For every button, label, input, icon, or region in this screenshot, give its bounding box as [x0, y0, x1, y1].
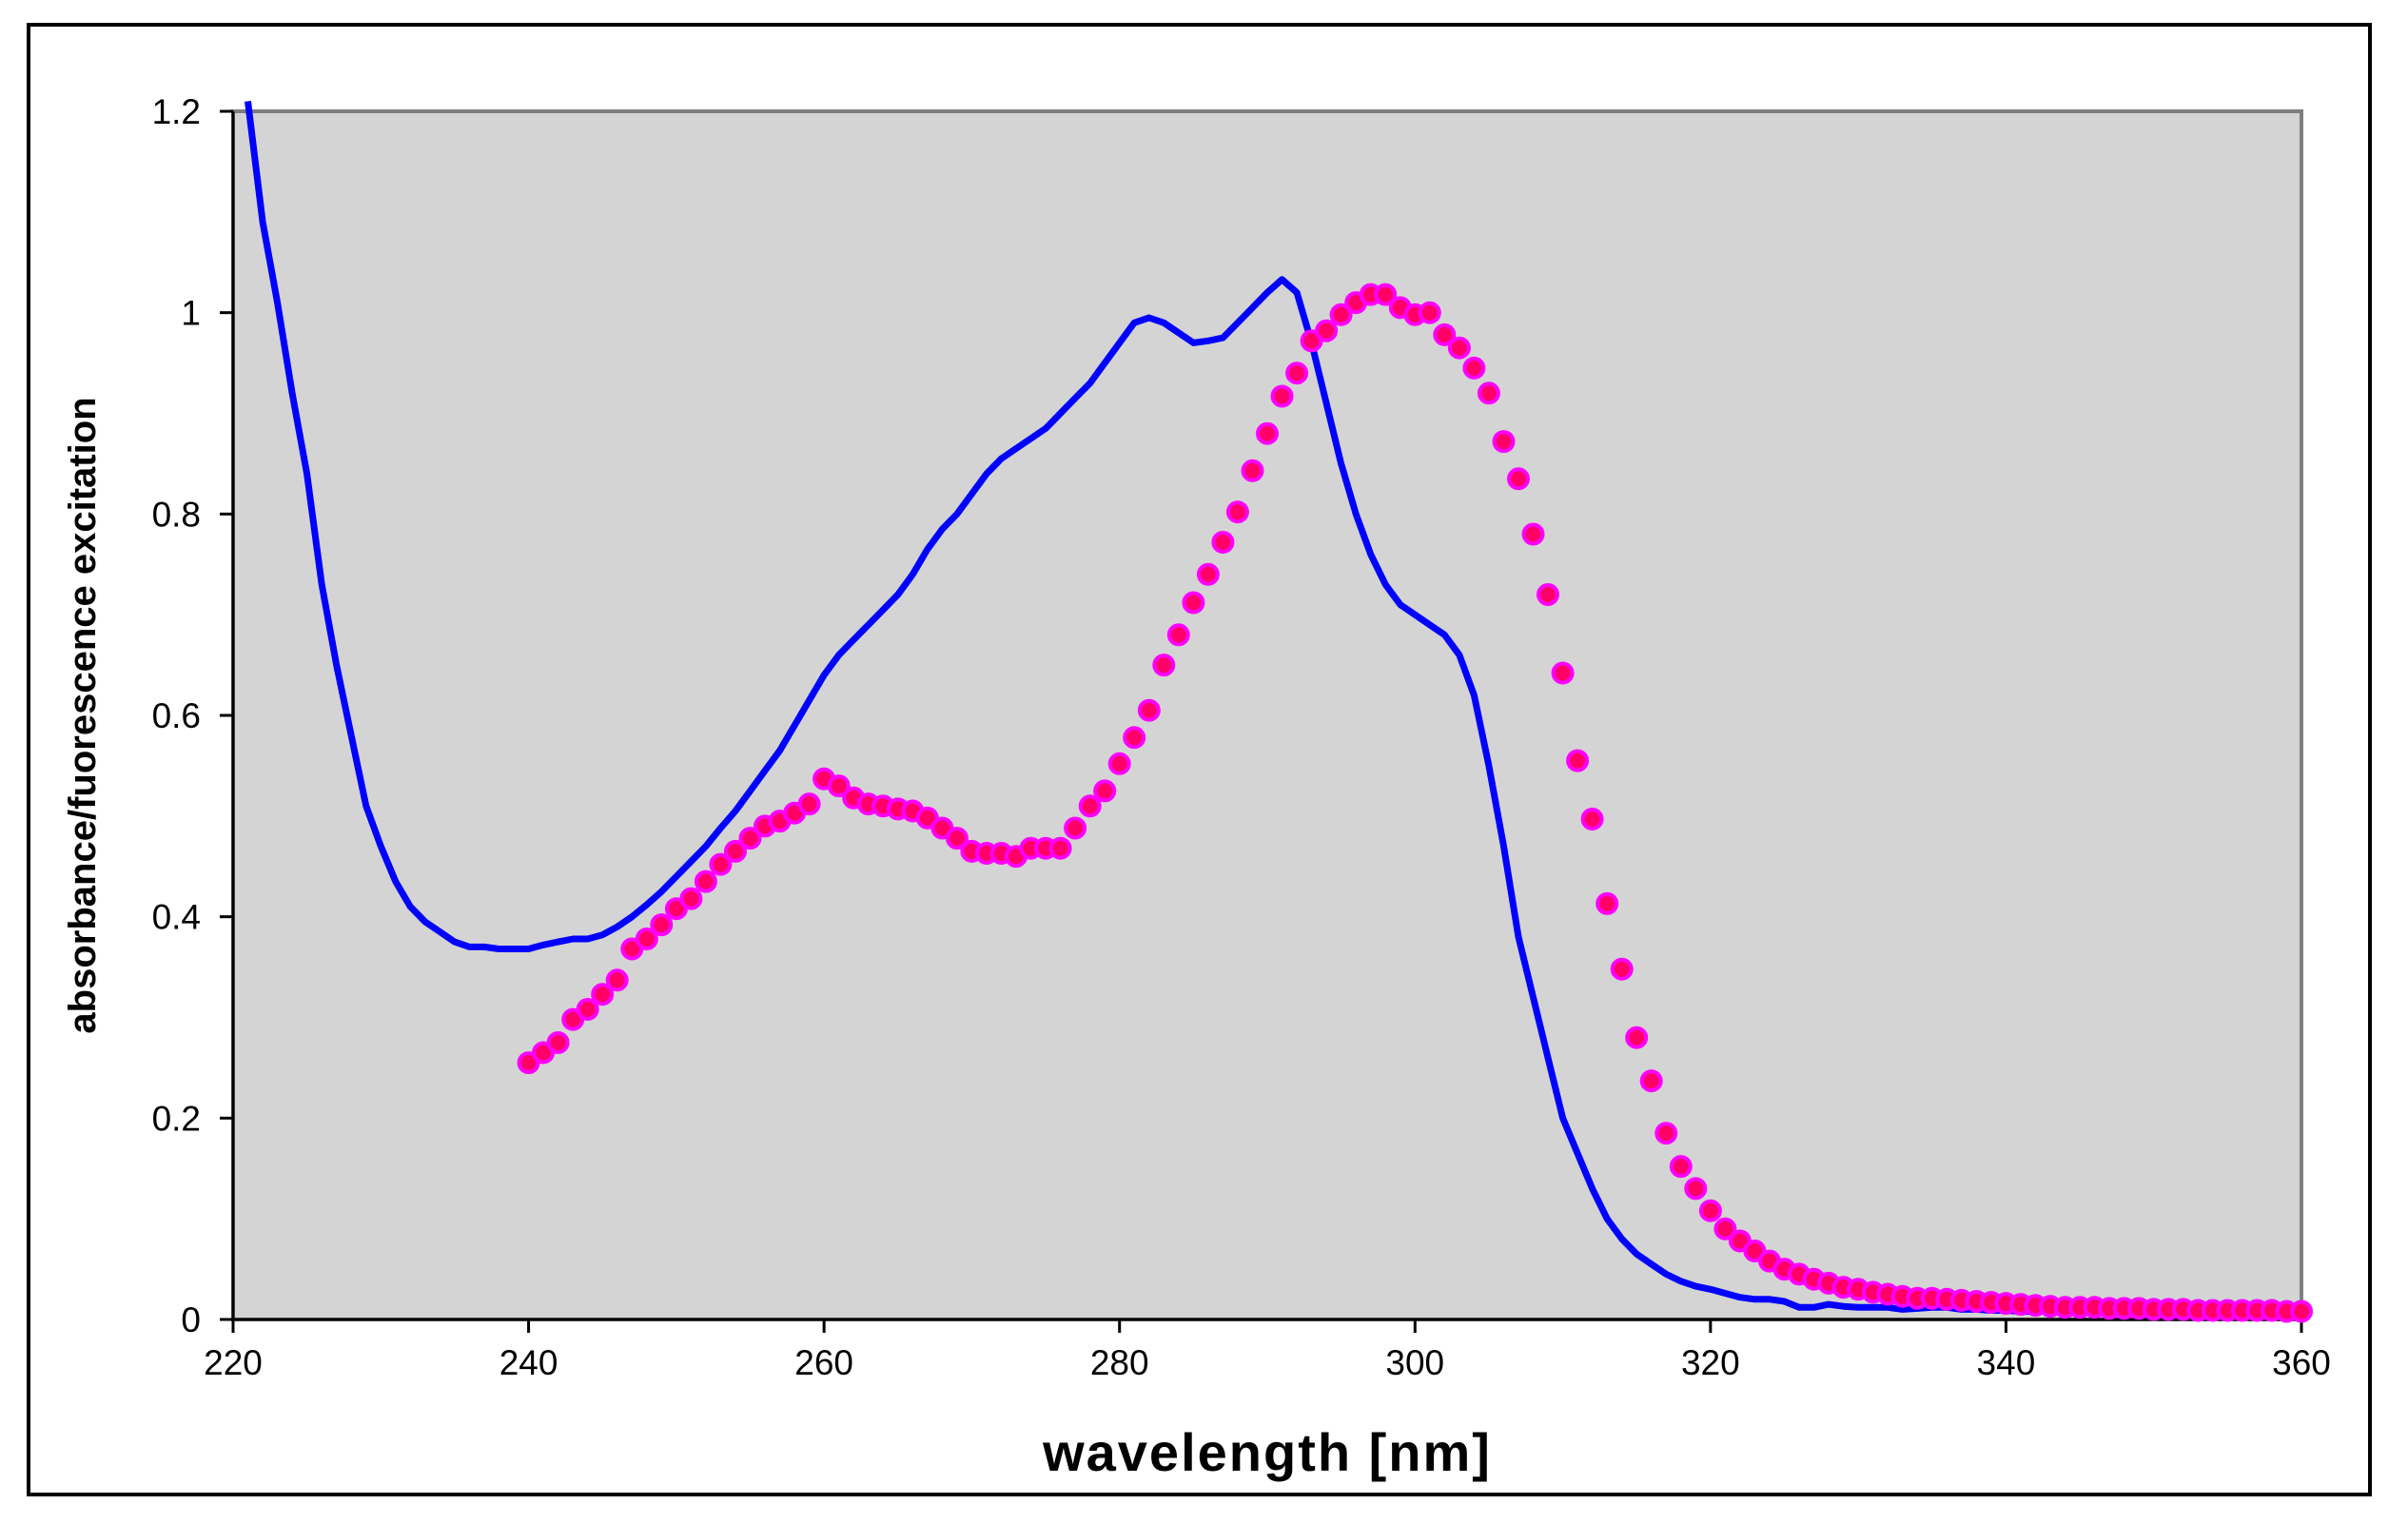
excitation-point: [1669, 1155, 1693, 1179]
x-tick-label: 240: [499, 1343, 558, 1382]
x-tick-label: 280: [1090, 1343, 1149, 1382]
excitation-point: [724, 839, 747, 863]
x-tick-label: 260: [794, 1343, 853, 1382]
excitation-point: [1477, 381, 1500, 405]
excitation-point: [1166, 623, 1190, 647]
excitation-point: [1137, 698, 1161, 722]
excitation-point: [1537, 583, 1559, 606]
excitation-point: [1566, 749, 1590, 772]
excitation-point: [1374, 283, 1398, 306]
excitation-point: [1462, 356, 1486, 380]
excitation-point: [1596, 891, 1619, 915]
excitation-point: [1507, 467, 1530, 491]
excitation-point: [945, 827, 969, 850]
excitation-point: [576, 998, 599, 1021]
x-tick-label: 300: [1385, 1343, 1444, 1382]
excitation-point: [1107, 752, 1131, 775]
excitation-point: [1093, 779, 1117, 803]
y-axis: 0 0.2 0.4 0.6 0.8 1 1.2: [152, 92, 235, 1339]
excitation-point: [1225, 500, 1249, 524]
x-tick-label: 340: [1977, 1343, 2036, 1382]
y-tick-label: 0.2: [152, 1099, 201, 1138]
excitation-point: [1492, 430, 1516, 454]
excitation-point: [1329, 303, 1353, 326]
y-tick-label: 0: [181, 1300, 201, 1339]
y-tick-label: 1.2: [152, 92, 201, 131]
excitation-point: [1241, 459, 1264, 482]
excitation-point: [1315, 319, 1339, 342]
excitation-point: [1196, 562, 1220, 586]
y-tick-label: 1: [181, 294, 201, 333]
excitation-point: [1521, 522, 1545, 546]
excitation-point: [797, 792, 821, 816]
excitation-point: [1270, 384, 1294, 408]
excitation-point: [1182, 591, 1205, 615]
x-tick-label: 220: [204, 1343, 263, 1382]
excitation-point: [1078, 794, 1102, 818]
excitation-point: [1551, 661, 1575, 685]
excitation-point: [1684, 1177, 1708, 1201]
excitation-point: [650, 913, 674, 937]
excitation-point: [1447, 336, 1471, 360]
y-tick-label: 0.8: [152, 495, 201, 534]
excitation-point: [1713, 1217, 1737, 1241]
excitation-point: [738, 827, 762, 850]
excitation-point: [679, 887, 703, 910]
y-tick-label: 0.4: [152, 898, 201, 937]
excitation-point: [1285, 361, 1309, 385]
x-tick-label: 360: [2272, 1343, 2331, 1382]
excitation-point: [1418, 301, 1441, 324]
excitation-point: [1639, 1069, 1663, 1093]
series-layer: [245, 100, 2313, 1323]
excitation-point: [1625, 1026, 1649, 1049]
excitation-point: [709, 852, 733, 876]
excitation-point: [1123, 726, 1146, 750]
excitation-point: [1064, 816, 1087, 840]
excitation-point: [1256, 421, 1279, 445]
excitation-point: [1654, 1122, 1678, 1145]
excitation-point: [694, 869, 717, 893]
excitation-point: [827, 774, 851, 798]
x-axis-title: wavelength [nm]: [1042, 1422, 1492, 1482]
x-tick-label: 320: [1681, 1343, 1740, 1382]
excitation-point: [1048, 836, 1072, 860]
excitation-point: [1610, 957, 1634, 981]
excitation-point: [1152, 654, 1176, 677]
excitation-point: [546, 1031, 570, 1054]
excitation-point: [1698, 1199, 1722, 1222]
excitation-point: [635, 928, 658, 950]
excitation-point: [1580, 808, 1604, 830]
excitation-point: [605, 968, 629, 992]
excitation-point: [591, 983, 615, 1006]
plot-area: [231, 109, 2303, 1321]
excitation-point: [2290, 1299, 2313, 1323]
excitation-point: [1433, 322, 1457, 346]
x-axis: 220 240 260 280 300 320 340 360: [204, 1318, 2331, 1382]
y-tick-label: 0.6: [152, 696, 201, 735]
y-axis-title: absorbance/fuorescence excitation: [62, 397, 104, 1033]
excitation-point: [1211, 531, 1235, 554]
